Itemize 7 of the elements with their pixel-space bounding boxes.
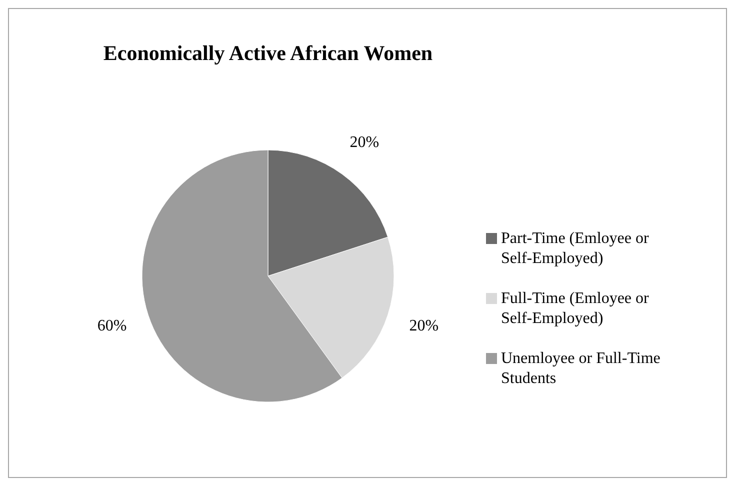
legend-label: Full-Time (Emloyee or Self-Employed) (501, 290, 650, 327)
data-label: 20% (350, 134, 380, 151)
legend-label: Unemloyee or Full-Time Students (501, 350, 660, 387)
data-label: 20% (409, 317, 439, 334)
data-label: 60% (97, 317, 127, 334)
legend-label: Part-Time (Emloyee or Self-Employed) (501, 230, 650, 267)
chart-title: Economically Active African Women (103, 41, 433, 65)
